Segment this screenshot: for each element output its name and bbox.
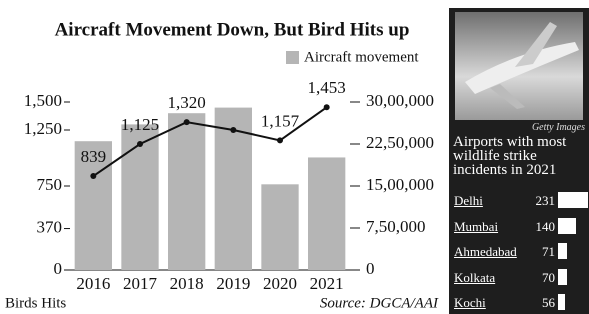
y2-tick-label: 15,00,000 — [366, 175, 434, 194]
data-label: 1,157 — [261, 111, 300, 130]
point — [90, 173, 96, 179]
table-row: Kochi 56 — [449, 292, 589, 314]
y-tick-label: 1,500 — [24, 91, 62, 110]
data-label: 1,453 — [308, 78, 346, 97]
plane — [455, 12, 583, 120]
y-tick-label: 1,250 — [24, 119, 62, 138]
airport-name: Ahmedabad — [454, 244, 517, 260]
point — [137, 141, 143, 147]
airport-value: 231 — [536, 193, 556, 209]
table-row: Delhi 231 — [449, 190, 589, 212]
x-tick-label: 2016 — [76, 274, 110, 293]
airport-name: Kochi — [454, 295, 486, 311]
airport-name: Mumbai — [454, 219, 498, 235]
x-tick-label: 2020 — [263, 274, 297, 293]
page: Aircraft Movement Down, But Bird Hits up… — [0, 0, 589, 314]
chart-title: Aircraft Movement Down, But Bird Hits up — [55, 19, 410, 40]
y2-tick-label: 30,00,000 — [366, 91, 434, 110]
point — [184, 119, 190, 125]
y-tick-label: 370 — [37, 217, 63, 236]
airport-value: 140 — [536, 219, 556, 235]
bar — [558, 294, 565, 310]
y-axis-label: Birds Hits — [5, 295, 66, 311]
airport-value: 56 — [542, 295, 555, 311]
x-tick-label: 2017 — [123, 274, 158, 293]
bar — [558, 192, 588, 208]
x-tick-label: 2019 — [216, 274, 250, 293]
point — [324, 104, 330, 110]
bar — [558, 218, 576, 234]
bar — [168, 113, 205, 270]
bar — [261, 184, 298, 270]
airport-value: 71 — [542, 244, 555, 260]
photo — [455, 12, 583, 120]
airport-name: Kolkata — [454, 270, 495, 286]
table-row: Ahmedabad 71 — [449, 241, 589, 263]
bar — [308, 157, 345, 270]
airport-value: 70 — [542, 270, 555, 286]
y2-tick-label: 0 — [366, 259, 375, 278]
side-panel: Getty Images Airports with most wildlife… — [449, 8, 589, 314]
y2-tick-label: 7,50,000 — [366, 217, 426, 236]
side-title: Airports with most wildlife strike incid… — [453, 135, 589, 177]
point — [230, 127, 236, 133]
legend-label: Aircraft movement — [304, 49, 419, 65]
x-tick-label: 2021 — [310, 274, 344, 293]
bar — [558, 269, 567, 285]
data-label: 1,320 — [168, 93, 206, 112]
airport-name: Delhi — [454, 193, 483, 209]
table-row: Mumbai 140 — [449, 216, 589, 238]
bar — [558, 243, 567, 259]
data-label: 839 — [81, 147, 107, 166]
point — [277, 137, 283, 143]
x-tick-label: 2018 — [170, 274, 204, 293]
source: Source: DGCA/AAI — [320, 295, 439, 311]
data-label: 1,125 — [121, 115, 159, 134]
photo-credit: Getty Images — [532, 122, 585, 133]
y2-tick-label: 22,50,000 — [366, 133, 434, 152]
table-row: Kolkata 70 — [449, 267, 589, 289]
y-tick-label: 0 — [54, 259, 63, 278]
legend-swatch — [286, 51, 299, 64]
y-tick-label: 750 — [37, 175, 63, 194]
